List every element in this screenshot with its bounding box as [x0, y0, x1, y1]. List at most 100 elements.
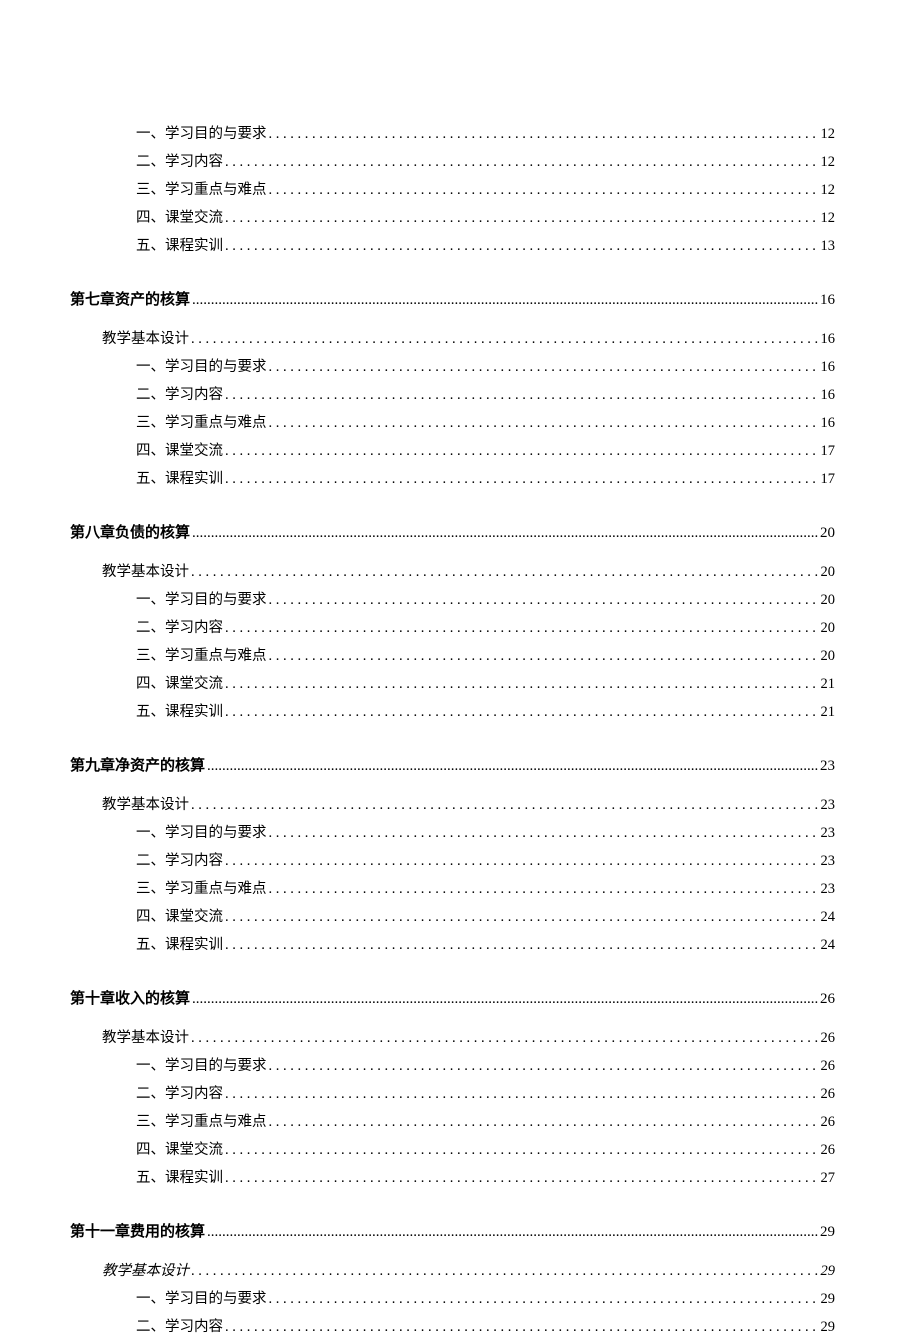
- toc-leader: ........................................…: [192, 525, 818, 542]
- toc-page-number: 16: [820, 292, 835, 309]
- toc-label: 二、学习内容: [136, 148, 223, 176]
- toc-entry-level2[interactable]: 教学基本设计. . . . . . . . . . . . . . . . . …: [102, 1024, 835, 1052]
- toc-leader: . . . . . . . . . . . . . . . . . . . . …: [225, 1313, 819, 1341]
- toc-entry-level3[interactable]: 二、学习内容. . . . . . . . . . . . . . . . . …: [136, 1080, 835, 1108]
- toc-entry-level3[interactable]: 二、学习内容. . . . . . . . . . . . . . . . . …: [136, 847, 835, 875]
- toc-leader: ........................................…: [207, 1224, 818, 1241]
- toc-entry-level3[interactable]: 四、课堂交流. . . . . . . . . . . . . . . . . …: [136, 204, 835, 232]
- toc-label: 一、学习目的与要求: [136, 1285, 267, 1313]
- toc-label: 第十一章费用的核算: [70, 1220, 205, 1241]
- toc-entry-level2[interactable]: 教学基本设计. . . . . . . . . . . . . . . . . …: [102, 558, 835, 586]
- toc-entry-level3[interactable]: 三、学习重点与难点. . . . . . . . . . . . . . . .…: [136, 1108, 835, 1136]
- toc-leader: . . . . . . . . . . . . . . . . . . . . …: [225, 1080, 819, 1108]
- toc-label: 二、学习内容: [136, 381, 223, 409]
- toc-entry-level3[interactable]: 五、课程实训. . . . . . . . . . . . . . . . . …: [136, 698, 835, 726]
- toc-label: 一、学习目的与要求: [136, 819, 267, 847]
- toc-entry-level3[interactable]: 一、学习目的与要求. . . . . . . . . . . . . . . .…: [136, 586, 835, 614]
- toc-label: 教学基本设计: [102, 791, 189, 819]
- toc-entry-level3[interactable]: 一、学习目的与要求. . . . . . . . . . . . . . . .…: [136, 353, 835, 381]
- toc-page-number: 23: [821, 791, 836, 819]
- toc-entry-level3[interactable]: 一、学习目的与要求. . . . . . . . . . . . . . . .…: [136, 819, 835, 847]
- toc-page-number: 26: [821, 1080, 836, 1108]
- toc-entry-level3[interactable]: 三、学习重点与难点. . . . . . . . . . . . . . . .…: [136, 642, 835, 670]
- toc-leader: . . . . . . . . . . . . . . . . . . . . …: [225, 1164, 819, 1192]
- toc-leader: . . . . . . . . . . . . . . . . . . . . …: [191, 1257, 819, 1285]
- toc-page-number: 20: [821, 614, 836, 642]
- toc-leader: . . . . . . . . . . . . . . . . . . . . …: [269, 1285, 819, 1313]
- toc-entry-level3[interactable]: 五、课程实训. . . . . . . . . . . . . . . . . …: [136, 931, 835, 959]
- toc-page-number: 12: [821, 176, 836, 204]
- toc-page-number: 24: [821, 903, 836, 931]
- toc-label: 五、课程实训: [136, 931, 223, 959]
- toc-page-number: 16: [821, 353, 836, 381]
- toc-entry-level3[interactable]: 二、学习内容. . . . . . . . . . . . . . . . . …: [136, 614, 835, 642]
- toc-page-number: 23: [821, 819, 836, 847]
- toc-page-number: 16: [821, 381, 836, 409]
- toc-entry-level3[interactable]: 二、学习内容. . . . . . . . . . . . . . . . . …: [136, 1313, 835, 1341]
- toc-page-number: 26: [821, 1136, 836, 1164]
- toc-label: 五、课程实训: [136, 698, 223, 726]
- toc-leader: . . . . . . . . . . . . . . . . . . . . …: [225, 670, 819, 698]
- toc-page-number: 29: [820, 1224, 835, 1241]
- toc-label: 四、课堂交流: [136, 1136, 223, 1164]
- toc-page-number: 12: [821, 148, 836, 176]
- toc-page-number: 26: [821, 1108, 836, 1136]
- toc-label: 教学基本设计: [102, 1024, 189, 1052]
- toc-label: 教学基本设计: [102, 325, 189, 353]
- toc-entry-level1[interactable]: 第八章负债的核算................................…: [70, 521, 835, 542]
- toc-label: 一、学习目的与要求: [136, 353, 267, 381]
- toc-entry-level1[interactable]: 第十一章费用的核算...............................…: [70, 1220, 835, 1241]
- toc-entry-level3[interactable]: 三、学习重点与难点. . . . . . . . . . . . . . . .…: [136, 176, 835, 204]
- toc-entry-level1[interactable]: 第七章资产的核算................................…: [70, 288, 835, 309]
- toc-entry-level3[interactable]: 四、课堂交流. . . . . . . . . . . . . . . . . …: [136, 1136, 835, 1164]
- toc-label: 四、课堂交流: [136, 437, 223, 465]
- toc-page-number: 17: [821, 465, 836, 493]
- toc-label: 三、学习重点与难点: [136, 875, 267, 903]
- toc-page-number: 20: [821, 642, 836, 670]
- toc-label: 一、学习目的与要求: [136, 1052, 267, 1080]
- toc-entry-level2[interactable]: 教学基本设计. . . . . . . . . . . . . . . . . …: [102, 1257, 835, 1285]
- toc-label: 教学基本设计: [102, 1257, 189, 1285]
- toc-entry-level3[interactable]: 一、学习目的与要求. . . . . . . . . . . . . . . .…: [136, 1285, 835, 1313]
- toc-page-number: 13: [821, 232, 836, 260]
- toc-entry-level2[interactable]: 教学基本设计. . . . . . . . . . . . . . . . . …: [102, 791, 835, 819]
- toc-leader: . . . . . . . . . . . . . . . . . . . . …: [225, 204, 819, 232]
- toc-entry-level3[interactable]: 一、学习目的与要求. . . . . . . . . . . . . . . .…: [136, 1052, 835, 1080]
- toc-label: 二、学习内容: [136, 847, 223, 875]
- toc-entry-level3[interactable]: 三、学习重点与难点. . . . . . . . . . . . . . . .…: [136, 875, 835, 903]
- toc-leader: . . . . . . . . . . . . . . . . . . . . …: [269, 875, 819, 903]
- toc-entry-level3[interactable]: 五、课程实训. . . . . . . . . . . . . . . . . …: [136, 465, 835, 493]
- toc-entry-level1[interactable]: 第九章净资产的核算...............................…: [70, 754, 835, 775]
- toc-leader: . . . . . . . . . . . . . . . . . . . . …: [191, 325, 819, 353]
- toc-entry-level3[interactable]: 一、学习目的与要求. . . . . . . . . . . . . . . .…: [136, 120, 835, 148]
- toc-page-number: 20: [821, 558, 836, 586]
- toc-page-number: 20: [820, 525, 835, 542]
- toc-page-number: 26: [821, 1052, 836, 1080]
- toc-entry-level3[interactable]: 四、课堂交流. . . . . . . . . . . . . . . . . …: [136, 670, 835, 698]
- toc-entry-level3[interactable]: 五、课程实训. . . . . . . . . . . . . . . . . …: [136, 1164, 835, 1192]
- toc-label: 教学基本设计: [102, 558, 189, 586]
- toc-leader: . . . . . . . . . . . . . . . . . . . . …: [269, 819, 819, 847]
- toc-entry-level3[interactable]: 四、课堂交流. . . . . . . . . . . . . . . . . …: [136, 437, 835, 465]
- toc-page-number: 24: [821, 931, 836, 959]
- toc-entry-level3[interactable]: 三、学习重点与难点. . . . . . . . . . . . . . . .…: [136, 409, 835, 437]
- toc-entry-level3[interactable]: 二、学习内容. . . . . . . . . . . . . . . . . …: [136, 381, 835, 409]
- toc-entry-level3[interactable]: 五、课程实训. . . . . . . . . . . . . . . . . …: [136, 232, 835, 260]
- toc-label: 二、学习内容: [136, 1313, 223, 1341]
- toc-label: 第九章净资产的核算: [70, 754, 205, 775]
- toc-page-number: 29: [821, 1313, 836, 1341]
- toc-entry-level3[interactable]: 四、课堂交流. . . . . . . . . . . . . . . . . …: [136, 903, 835, 931]
- toc-leader: . . . . . . . . . . . . . . . . . . . . …: [269, 1108, 819, 1136]
- toc-page-number: 27: [821, 1164, 836, 1192]
- toc-page-number: 21: [821, 670, 836, 698]
- toc-leader: . . . . . . . . . . . . . . . . . . . . …: [269, 120, 819, 148]
- toc-label: 三、学习重点与难点: [136, 642, 267, 670]
- toc-leader: . . . . . . . . . . . . . . . . . . . . …: [225, 437, 819, 465]
- toc-leader: . . . . . . . . . . . . . . . . . . . . …: [191, 1024, 819, 1052]
- toc-entry-level1[interactable]: 第十章收入的核算................................…: [70, 987, 835, 1008]
- toc-page-number: 23: [821, 847, 836, 875]
- toc-entry-level2[interactable]: 教学基本设计. . . . . . . . . . . . . . . . . …: [102, 325, 835, 353]
- toc-label: 一、学习目的与要求: [136, 586, 267, 614]
- toc-entry-level3[interactable]: 二、学习内容. . . . . . . . . . . . . . . . . …: [136, 148, 835, 176]
- toc-leader: . . . . . . . . . . . . . . . . . . . . …: [225, 903, 819, 931]
